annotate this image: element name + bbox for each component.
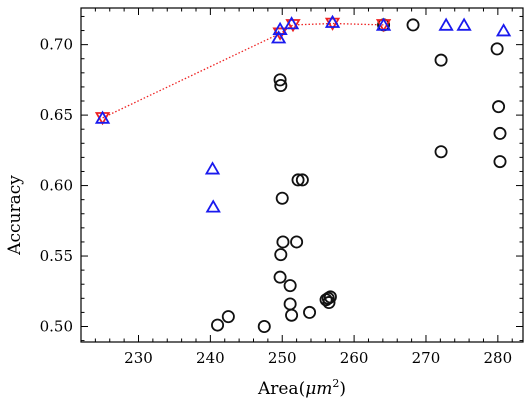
x-axis-label: Area(μm2) (257, 377, 346, 399)
triangle-up-point (456, 17, 472, 31)
circle-point (274, 248, 288, 262)
y-tick-label: 0.50 (40, 317, 73, 335)
circle-point (274, 79, 288, 93)
triangle-down-point (324, 17, 341, 31)
circle-point (275, 191, 289, 205)
x-axis-label-prefix: Area( (257, 379, 305, 399)
plot-frame (80, 7, 524, 343)
axis-ticks: 230 240 250 260 270 280 0.50 0.55 0.60 0.65 0.70 (40, 8, 523, 367)
x-axis-label-suffix: ) (339, 379, 346, 399)
y-tick-label: 0.65 (40, 106, 73, 124)
x-tick-label: 230 (124, 349, 153, 367)
circle-point (257, 319, 271, 333)
x-tick-label: 250 (268, 349, 297, 367)
circle-point (493, 155, 507, 169)
circle-point (295, 173, 309, 187)
y-axis-label: Accuracy (5, 175, 25, 256)
circle-point (434, 53, 448, 67)
x-tick-label: 270 (412, 349, 441, 367)
circle-point (211, 318, 225, 332)
triangle-up-point (270, 30, 287, 44)
triangle-up-point (324, 14, 341, 28)
circle-point (490, 42, 504, 56)
y-tick-label: 0.60 (40, 177, 73, 195)
triangle-up-point (495, 23, 512, 37)
x-axis-label-exponent: 2 (332, 377, 339, 390)
circle-point (323, 290, 337, 304)
circle-point (492, 100, 506, 114)
circle-point (291, 173, 305, 187)
x-tick-label: 240 (196, 349, 225, 367)
plot-marks (94, 14, 512, 333)
circle-point (273, 73, 287, 87)
x-tick-label: 280 (484, 349, 513, 367)
triangle-up-point (94, 110, 111, 124)
circle-point (322, 296, 336, 310)
circle-point (434, 145, 448, 159)
triangle-up-point (272, 21, 288, 35)
circle-point (406, 18, 420, 32)
circle-point (493, 126, 507, 140)
x-axis-label-symbol: μm (305, 379, 332, 399)
triangle-up-point (204, 161, 221, 175)
triangle-up-point (438, 17, 454, 31)
circle-point (273, 270, 287, 284)
circle-point (303, 305, 317, 319)
circle-point (221, 310, 235, 324)
triangle-up-point (375, 17, 392, 31)
y-tick-label: 0.70 (40, 36, 73, 54)
circle-point (290, 235, 304, 249)
circle-point (285, 308, 299, 322)
circle-point (283, 279, 297, 293)
y-tick-label: 0.55 (40, 247, 73, 265)
triangle-up-point (205, 199, 221, 213)
x-tick-label: 260 (340, 349, 369, 367)
triangle-up-point (283, 16, 300, 30)
circle-point (276, 235, 290, 249)
